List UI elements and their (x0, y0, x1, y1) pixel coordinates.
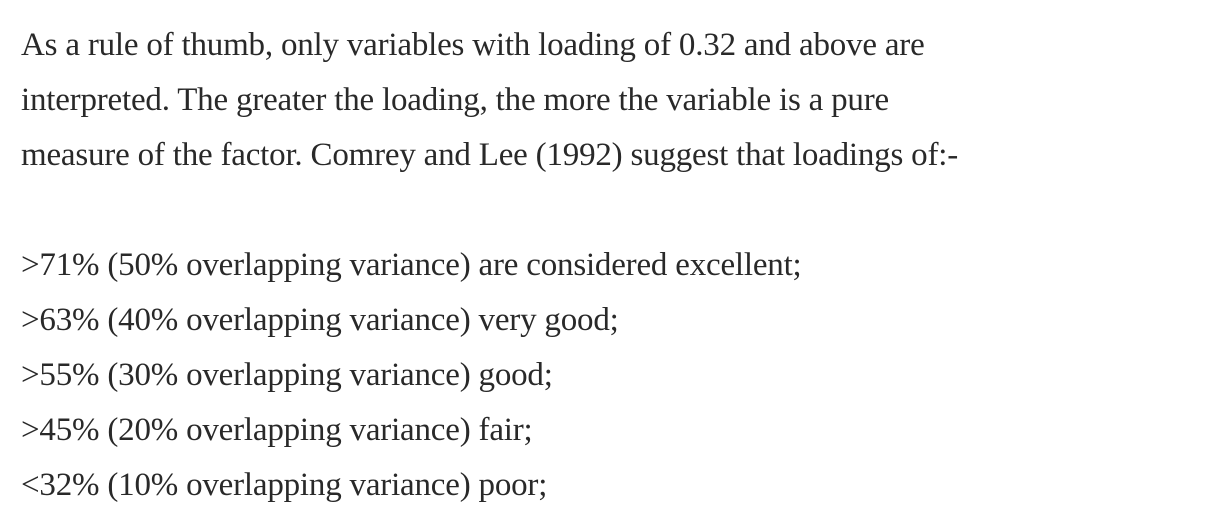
threshold-item: >55% (30% overlapping variance) good; (21, 357, 553, 393)
paragraph-spacer (21, 183, 1223, 238)
threshold-item: >71% (50% overlapping variance) are cons… (21, 247, 802, 283)
threshold-item: >45% (20% overlapping variance) fair; (21, 412, 533, 448)
intro-paragraph: As a rule of thumb, only variables with … (21, 18, 1101, 183)
intro-line: As a rule of thumb, only variables with … (21, 27, 925, 63)
intro-line: interpreted. The greater the loading, th… (21, 82, 889, 118)
threshold-item: >63% (40% overlapping variance) very goo… (21, 302, 619, 338)
threshold-item: <32% (10% overlapping variance) poor; (21, 467, 548, 503)
intro-line: measure of the factor. Comrey and Lee (1… (21, 137, 959, 173)
loading-thresholds-list: >71% (50% overlapping variance) are cons… (21, 238, 1223, 513)
